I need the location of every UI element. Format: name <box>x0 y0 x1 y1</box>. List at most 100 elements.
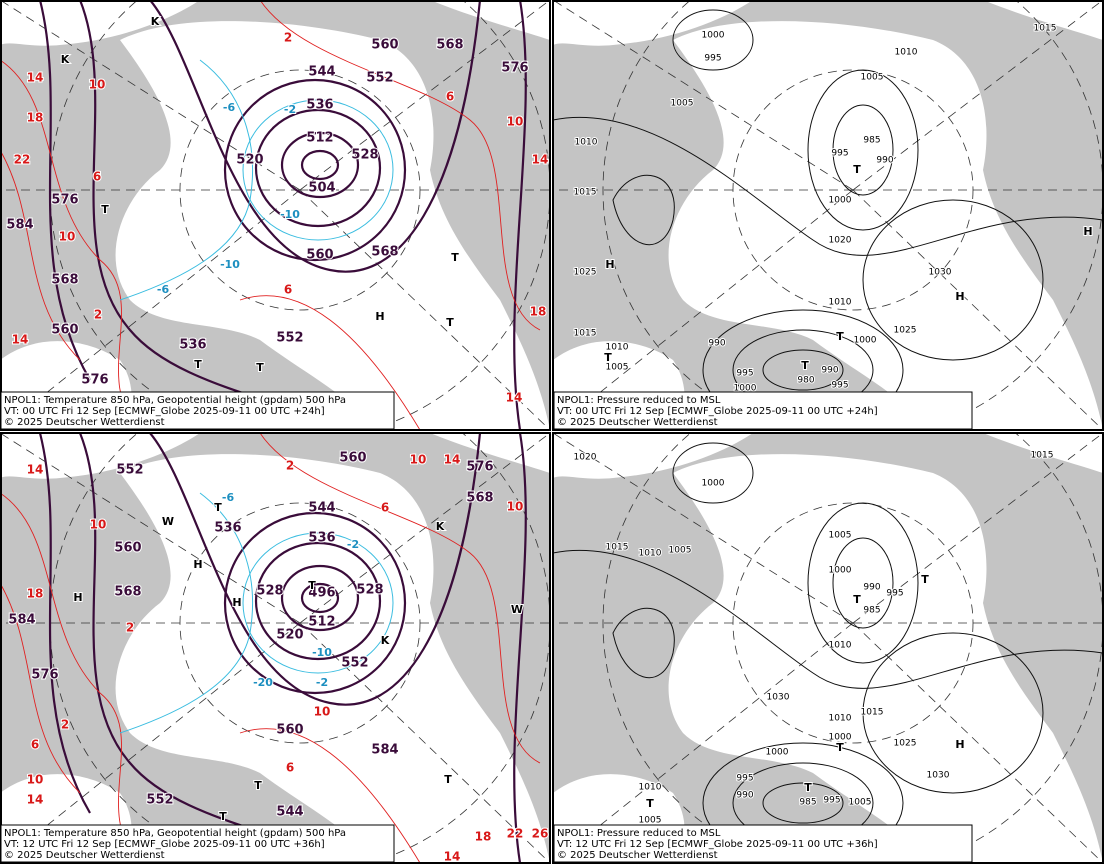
contour-label: 1000 <box>829 196 852 206</box>
contour-label: 6 <box>284 283 292 297</box>
contour-label: 1015 <box>606 543 629 553</box>
contour-label: 584 <box>6 218 33 233</box>
caption-line: © 2025 Deutscher Wetterdienst <box>4 850 165 861</box>
contour-label: -10 <box>312 646 332 659</box>
contour-label: 10 <box>410 453 427 467</box>
pressure-center: T <box>804 781 812 794</box>
caption-line: NPOL1: Pressure reduced to MSL <box>557 395 721 406</box>
caption-box <box>553 391 973 430</box>
contour-label: 1015 <box>1034 24 1057 34</box>
contour-label: 512 <box>306 131 333 146</box>
contour-label: 14 <box>12 333 29 347</box>
contour-label: -20 <box>253 676 273 689</box>
contour-label: 14 <box>506 391 523 405</box>
caption-line: NPOL1: Temperature 850 hPa, Geopotential… <box>4 395 346 406</box>
pressure-center: H <box>955 290 964 303</box>
contour-label: 1000 <box>854 336 877 346</box>
pressure-center: T <box>101 203 109 216</box>
pressure-center: T <box>446 316 454 329</box>
contour-label: 2 <box>61 718 69 732</box>
contour-label: 1010 <box>895 48 918 58</box>
contour-label: -10 <box>220 258 240 271</box>
contour-label: 552 <box>276 331 303 346</box>
contour-label: 584 <box>8 613 35 628</box>
contour-label: 1005 <box>669 546 692 556</box>
contour-label: 1005 <box>849 798 872 808</box>
contour-label: 2 <box>126 621 134 635</box>
contour-label: 1015 <box>574 329 597 339</box>
contour-label: 6 <box>31 738 39 752</box>
contour-label: 560 <box>339 451 366 466</box>
contour-label: 544 <box>308 65 335 80</box>
pressure-center: T <box>646 797 654 810</box>
pressure-center: T <box>194 358 202 371</box>
contour-label: 1010 <box>639 783 662 793</box>
contour-label: 18 <box>530 305 547 319</box>
contour-label: 504 <box>308 181 335 196</box>
contour-label: 990 <box>736 791 753 801</box>
contour-label: 536 <box>308 531 335 546</box>
contour-label: 1015 <box>861 708 884 718</box>
contour-label: 1020 <box>574 453 597 463</box>
contour-label: 985 <box>863 136 880 146</box>
contour-label: 1005 <box>861 73 884 83</box>
contour-label: 552 <box>116 463 143 478</box>
contour-label: 528 <box>256 584 283 599</box>
contour-label: 1010 <box>829 298 852 308</box>
contour-label: 584 <box>371 743 398 758</box>
contour-label: 2 <box>286 459 294 473</box>
pressure-center: W <box>162 515 174 528</box>
contour-label: 1000 <box>766 748 789 758</box>
contour-label: -6 <box>157 283 170 296</box>
contour-label: 1010 <box>606 343 629 353</box>
contour-label: -6 <box>222 491 235 504</box>
contour-label: 1010 <box>639 549 662 559</box>
pressure-center: H <box>193 558 202 571</box>
contour-label: 10 <box>90 518 107 532</box>
pressure-center: T <box>308 579 316 592</box>
contour-label: 14 <box>444 850 461 864</box>
contour-label: 995 <box>823 796 840 806</box>
contour-label: 10 <box>27 773 44 787</box>
pressure-center: T <box>254 779 262 792</box>
contour-label: 18 <box>475 830 492 844</box>
contour-label: 14 <box>27 71 44 85</box>
pressure-center: T <box>219 810 227 823</box>
contour-label: 14 <box>444 453 461 467</box>
caption-line: VT: 00 UTC Fri 12 Sep [ECMWF_Globe 2025-… <box>557 406 878 417</box>
contour-label: 560 <box>276 723 303 738</box>
contour-label: 1000 <box>702 31 725 41</box>
contour-label: 528 <box>351 148 378 163</box>
caption-line: NPOL1: Temperature 850 hPa, Geopotential… <box>4 828 346 839</box>
contour-label: 544 <box>276 805 303 820</box>
pressure-center: K <box>436 520 445 533</box>
contour-label: -2 <box>347 538 359 551</box>
contour-label: 520 <box>236 153 263 168</box>
caption-box <box>553 824 973 863</box>
contour-label: 560 <box>51 323 78 338</box>
contour-label: 576 <box>51 193 78 208</box>
contour-label: 568 <box>371 245 398 260</box>
contour-label: 26 <box>532 827 549 841</box>
pressure-center: T <box>444 773 452 786</box>
contour-label: 1015 <box>1031 451 1054 461</box>
contour-label: 2 <box>94 308 102 322</box>
caption-line: © 2025 Deutscher Wetterdienst <box>4 417 165 428</box>
contour-label: 1005 <box>606 363 629 373</box>
contour-label: 1010 <box>829 714 852 724</box>
contour-label: 995 <box>831 381 848 391</box>
caption-line: VT: 00 UTC Fri 12 Sep [ECMWF_Globe 2025-… <box>4 406 325 417</box>
contour-label: 995 <box>736 774 753 784</box>
contour-label: 1030 <box>927 771 950 781</box>
contour-label: 536 <box>214 521 241 536</box>
contour-label: 568 <box>51 273 78 288</box>
contour-label: 1030 <box>767 693 790 703</box>
contour-label: 14 <box>27 793 44 807</box>
contour-label: 6 <box>286 761 294 775</box>
contour-label: 18 <box>27 111 44 125</box>
caption-box <box>0 824 395 863</box>
contour-label: 6 <box>446 90 454 104</box>
contour-label: 990 <box>708 339 725 349</box>
contour-label: 10 <box>507 115 524 129</box>
